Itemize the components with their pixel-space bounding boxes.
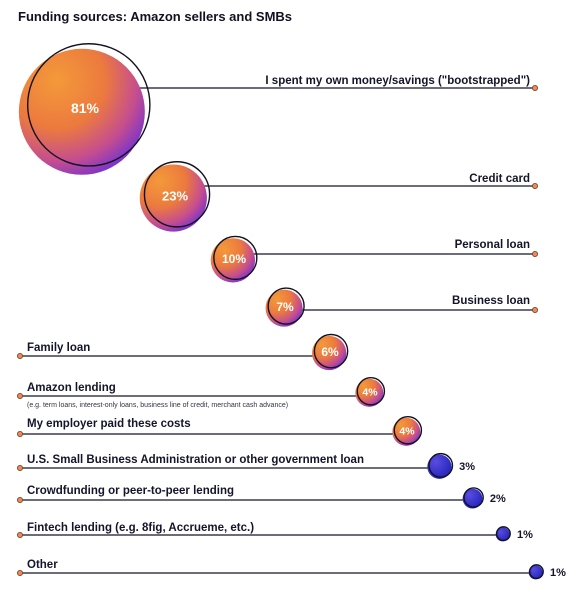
bubble-mark — [265, 289, 303, 327]
value-label: 3% — [459, 461, 475, 473]
value-label: 81% — [71, 100, 100, 116]
bubble-mark — [495, 527, 510, 542]
line-endpoint — [532, 306, 539, 313]
bubble-mark — [139, 164, 207, 232]
bubble-mark — [528, 565, 543, 580]
bubble-outline — [356, 377, 386, 406]
category-label: Fintech lending (e.g. 8fig, Accrueme, et… — [27, 522, 254, 534]
bubble-outline — [213, 235, 258, 281]
row-amazon-lending: 4% Amazon lending (e.g. term loans, intere… — [16, 377, 386, 409]
category-label: Family loan — [27, 342, 90, 354]
row-i-spent-my-own-money-savings-bootstrappe: 81% I spent my own money/savings ("bootst… — [18, 43, 539, 175]
category-label: Credit card — [469, 173, 530, 185]
row-my-employer-paid-these-costs: 4% My employer paid these costs — [16, 416, 423, 446]
chart-title: Funding sources: Amazon sellers and SMBs — [18, 9, 293, 24]
bubble-mark — [462, 488, 483, 509]
bubble-outline — [428, 452, 454, 478]
category-label: Business loan — [452, 295, 530, 307]
row-u-s-small-business-administration-or-oth: 3% U.S. Small Business Administration or … — [16, 452, 475, 479]
row-other: 1% Other — [16, 559, 566, 580]
line-endpoint — [16, 496, 23, 503]
bubble-mark — [392, 417, 421, 446]
category-label: Crowdfunding or peer-to-peer lending — [27, 485, 234, 497]
bubble-outline — [267, 287, 305, 325]
row-family-loan: 6% Family loan — [16, 333, 349, 371]
category-label: Personal loan — [455, 239, 530, 251]
row-business-loan: 7% Business loan — [265, 287, 539, 327]
bubble-mark — [427, 454, 452, 479]
value-label: 1% — [550, 567, 566, 579]
value-label: 7% — [276, 300, 294, 314]
row-crowdfunding-or-peer-to-peer-lending: 2% Crowdfunding or peer-to-peer lending — [16, 485, 506, 509]
line-endpoint — [16, 532, 23, 539]
category-label: My employer paid these costs — [27, 418, 191, 430]
bubble-outline — [313, 333, 349, 369]
line-endpoint — [532, 85, 539, 92]
bubble-outline — [495, 526, 511, 542]
value-label: 4% — [399, 426, 415, 438]
bubble-outline — [26, 43, 151, 167]
value-label: 6% — [321, 345, 339, 359]
bubble-mark — [355, 378, 384, 407]
line-endpoint — [16, 570, 23, 577]
category-label: I spent my own money/savings ("bootstrap… — [265, 75, 530, 87]
row-fintech-lending-e-g-8fig-accrueme-etc: 1% Fintech lending (e.g. 8fig, Accrueme, … — [16, 522, 533, 542]
line-endpoint — [16, 430, 23, 437]
bubble-mark — [210, 238, 256, 283]
category-note: (e.g. term loans, interest-only loans, b… — [27, 402, 288, 409]
row-personal-loan: 10% Personal loan — [210, 235, 539, 283]
line-endpoint — [532, 182, 539, 189]
value-label: 10% — [222, 252, 246, 266]
row-credit-card: 23% Credit card — [139, 161, 539, 232]
category-label: Amazon lending — [27, 382, 116, 394]
value-label: 23% — [162, 189, 188, 204]
value-label: 1% — [517, 529, 533, 541]
bubble-mark — [311, 335, 347, 371]
bubble-outline — [143, 161, 211, 228]
line-endpoint — [16, 352, 23, 359]
value-label: 4% — [362, 387, 378, 399]
line-endpoint — [532, 250, 539, 257]
value-label: 2% — [490, 493, 506, 505]
line-endpoint — [16, 464, 23, 471]
bubble-outline — [393, 416, 423, 445]
category-label: Other — [27, 559, 58, 571]
line-endpoint — [16, 392, 23, 399]
bubble-mark — [18, 48, 145, 175]
bubble-outline — [528, 564, 544, 580]
bubble-outline — [463, 487, 484, 508]
category-label: U.S. Small Business Administration or ot… — [27, 454, 364, 466]
